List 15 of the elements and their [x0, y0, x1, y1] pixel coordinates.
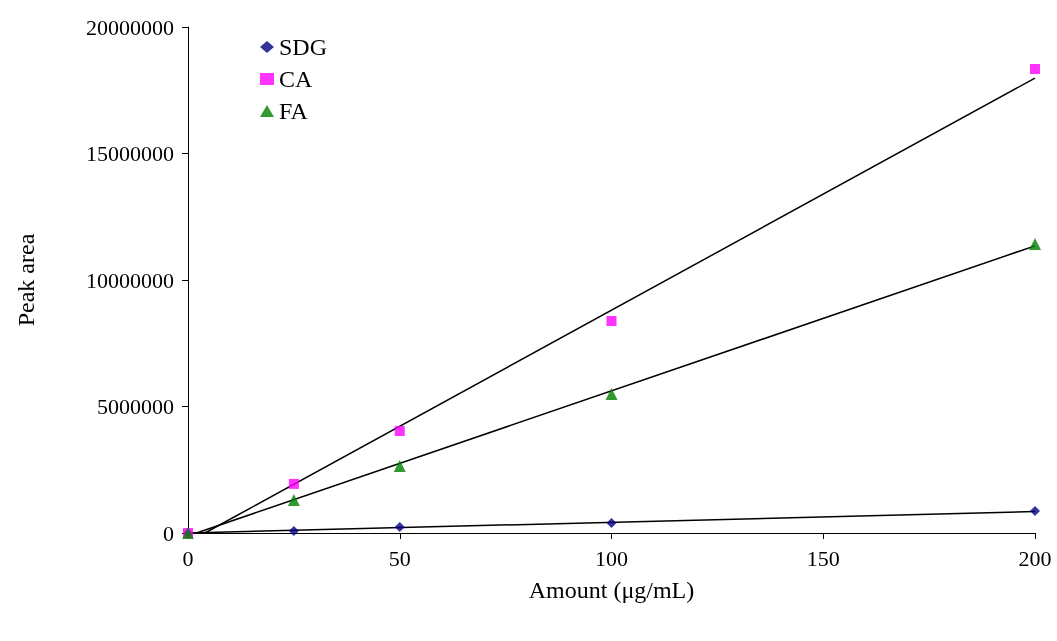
x-tick-label: 0	[182, 545, 194, 571]
y-tick-label: 10000000	[86, 267, 174, 293]
x-tick-label: 100	[595, 545, 628, 571]
x-axis-title: Amount (μg/mL)	[528, 577, 695, 603]
x-tick-label: 50	[388, 545, 411, 571]
y-tick-label: 0	[163, 520, 174, 546]
legend-label: CA	[279, 66, 314, 92]
y-tick-label: 20000000	[86, 14, 174, 40]
y-tick-label: 15000000	[86, 141, 174, 166]
y-axis-title: Peak area	[13, 233, 39, 327]
y-tick-label: 5000000	[97, 394, 174, 419]
legend-label: FA	[279, 98, 309, 124]
x-tick-label: 200	[1018, 545, 1052, 571]
legend-label: SDG	[279, 34, 328, 60]
x-tick-label: 150	[806, 545, 840, 571]
